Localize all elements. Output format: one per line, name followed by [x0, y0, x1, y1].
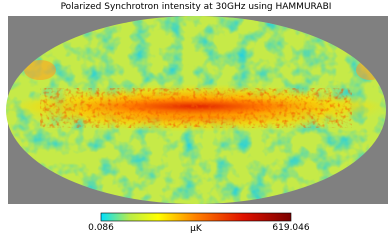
colorbar-min: 0.086 — [88, 223, 114, 233]
sky-map — [6, 16, 386, 204]
colorbar — [100, 212, 292, 222]
colorbar-unit: μK — [190, 224, 203, 234]
colorbar-max: 619.046 — [272, 223, 309, 233]
title: Polarized Synchrotron intensity at 30GHz… — [61, 2, 332, 12]
